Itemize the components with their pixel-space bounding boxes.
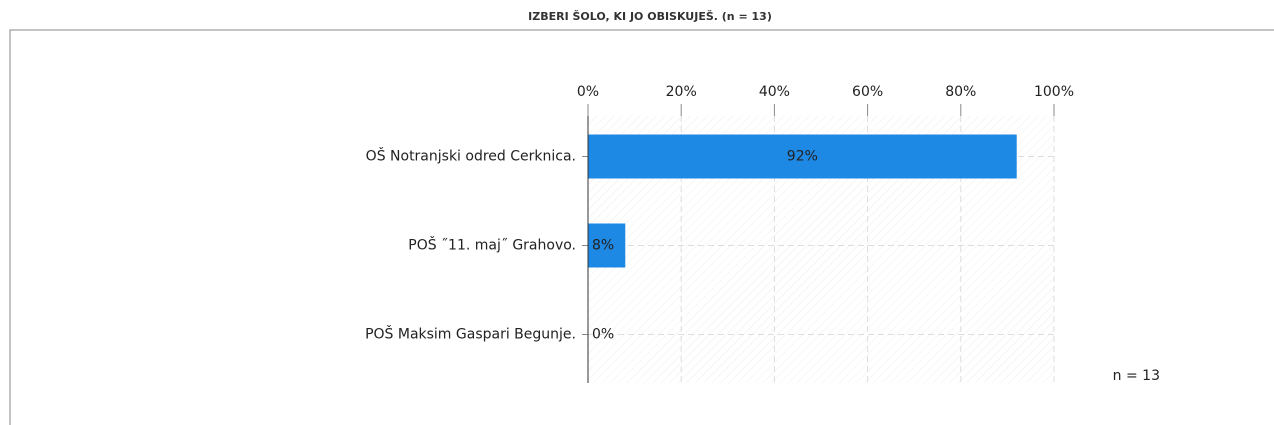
- x-tick-label: 20%: [666, 84, 697, 100]
- annotation: n = 13: [1113, 368, 1160, 384]
- bar: [588, 223, 626, 268]
- value-label: 92%: [787, 149, 818, 165]
- y-tick-label: POŠ Maksim Gaspari Begunje.: [365, 325, 576, 343]
- y-tick-label: POŠ ˝11. maj˝ Grahovo.: [408, 236, 576, 254]
- frame: [9, 29, 1274, 425]
- y-tick-label: OŠ Notranjski odred Cerknica.: [366, 147, 576, 165]
- bar: [588, 134, 1017, 179]
- x-tick-label: 100%: [1034, 84, 1074, 100]
- x-tick-label: 0%: [577, 84, 599, 100]
- value-label: 0%: [592, 327, 614, 343]
- chart-title: IZBERI ŠOLO, KI JO OBISKUJEŠ. (n = 13): [528, 10, 772, 23]
- value-label: 8%: [592, 238, 614, 254]
- x-tick-label: 80%: [945, 84, 976, 100]
- x-tick-label: 40%: [759, 84, 790, 100]
- x-tick-label: 60%: [852, 84, 883, 100]
